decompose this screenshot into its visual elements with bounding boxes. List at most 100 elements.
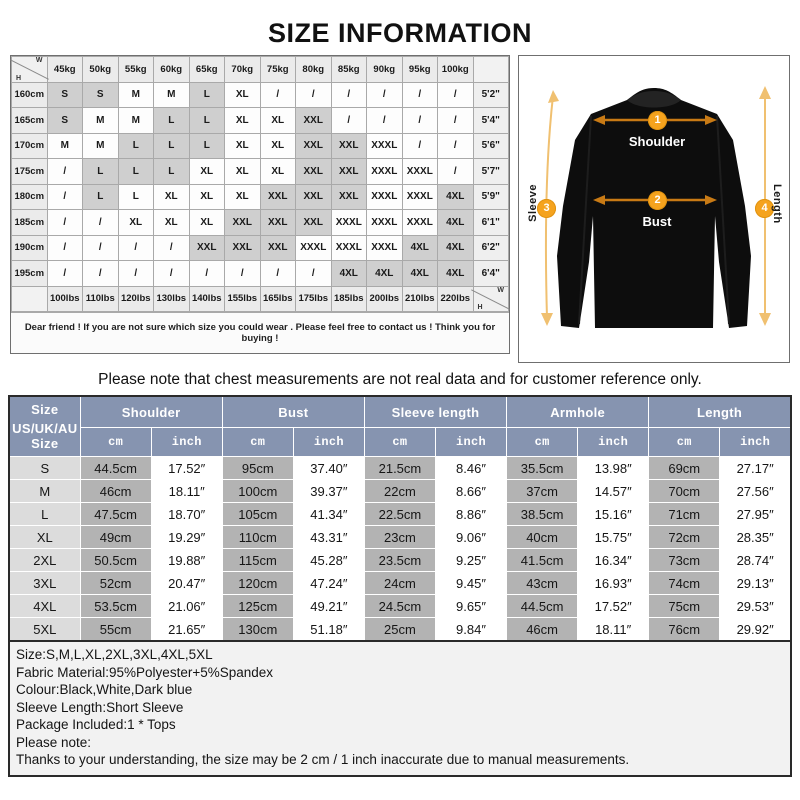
cell-shoulder-cm: 47.5cm bbox=[79, 502, 152, 526]
size-cell: XXXL bbox=[330, 234, 367, 261]
size-cell: / bbox=[295, 81, 332, 108]
size-cell: / bbox=[82, 260, 119, 287]
height-feet-label: 6'1" bbox=[472, 209, 509, 236]
bust-arrow-left bbox=[593, 195, 605, 205]
cell-sleeve-cm: 25cm bbox=[363, 617, 436, 642]
size-cell: / bbox=[82, 234, 119, 261]
length-label: Length bbox=[771, 184, 783, 224]
cell-sleeve-inch: 9.25″ bbox=[434, 548, 508, 572]
size-cell: XXL bbox=[295, 132, 332, 159]
size-cell: XXXL bbox=[401, 158, 438, 185]
cell-shoulder-inch: 21.06″ bbox=[150, 594, 223, 618]
cell-bust-cm: 125cm bbox=[221, 594, 294, 618]
height-feet-label: 6'4" bbox=[472, 260, 509, 287]
height-weight-table-container: H W 45kg 50kg 55kg 60kg 65kg 70kg 75kg 80kg 85kg 90… bbox=[9, 55, 511, 354]
measurement-row: 2XL 50.5cm 19.88″ 115cm 45.28″ 23.5cm 9.25″ 41.… bbox=[8, 548, 792, 572]
cell-size: 2XL bbox=[8, 548, 81, 572]
size-cell: M bbox=[117, 81, 154, 108]
height-label: 185cm bbox=[11, 209, 48, 236]
shoulder-arrow-left bbox=[593, 115, 605, 125]
bust-label: Bust bbox=[642, 214, 672, 229]
unit-header-cm: cm bbox=[79, 427, 152, 457]
unit-header-cm: cm bbox=[221, 427, 294, 457]
cell-length-inch: 29.92″ bbox=[719, 617, 792, 642]
weight-lbs-header: 120lbs bbox=[117, 285, 154, 312]
cell-size: 4XL bbox=[8, 594, 81, 618]
size-cell: 4XL bbox=[437, 234, 474, 261]
cell-shoulder-inch: 18.11″ bbox=[150, 479, 223, 503]
sleeve-arrow-top bbox=[548, 90, 559, 103]
height-label: 180cm bbox=[11, 183, 48, 210]
cell-length-cm: 76cm bbox=[648, 617, 721, 642]
length-arrow-bottom bbox=[759, 313, 771, 326]
cell-shoulder-cm: 55cm bbox=[79, 617, 152, 642]
cell-shoulder-inch: 19.29″ bbox=[150, 525, 223, 549]
measurement-row: 4XL 53.5cm 21.06″ 125cm 49.21″ 24.5cm 9.65″ 44.… bbox=[8, 594, 792, 618]
size-cell: / bbox=[401, 81, 438, 108]
cell-armhole-inch: 16.34″ bbox=[577, 548, 650, 572]
cell-bust-cm: 105cm bbox=[221, 502, 294, 526]
height-feet-label: 5'9" bbox=[472, 183, 509, 210]
group-header: Armhole bbox=[506, 395, 650, 428]
cell-bust-cm: 120cm bbox=[221, 571, 294, 595]
cell-length-inch: 27.17″ bbox=[719, 456, 792, 480]
cell-bust-inch: 39.37″ bbox=[292, 479, 365, 503]
size-cell: M bbox=[82, 132, 119, 159]
size-cell: XXL bbox=[259, 209, 296, 236]
cell-size: M bbox=[8, 479, 81, 503]
cell-shoulder-inch: 20.47″ bbox=[150, 571, 223, 595]
cell-armhole-inch: 13.98″ bbox=[577, 456, 650, 480]
cell-sleeve-cm: 22.5cm bbox=[363, 502, 436, 526]
size-cell: L bbox=[117, 183, 154, 210]
size-cell: XXL bbox=[330, 158, 367, 185]
group-header: Shoulder bbox=[79, 395, 223, 428]
size-cell: XXL bbox=[295, 209, 332, 236]
size-cell: / bbox=[117, 260, 154, 287]
size-cell: S bbox=[82, 81, 119, 108]
size-cell: / bbox=[117, 234, 154, 261]
hw-header-row: H W 45kg 50kg 55kg 60kg 65kg 70kg 75kg 80kg 85kg 90… bbox=[9, 56, 509, 83]
hw-row: 165cm S M M L L XL XL XXL / / //5'4" bbox=[11, 107, 509, 134]
sleeve-arrow-bottom bbox=[541, 313, 553, 326]
size-cell: / bbox=[259, 260, 296, 287]
measurement-row: 3XL 52cm 20.47″ 120cm 47.24″ 24cm 9.45″ 43cm 16.… bbox=[8, 571, 792, 595]
size-cell: XL bbox=[224, 107, 261, 134]
size-cell: / bbox=[366, 81, 403, 108]
unit-header-inch: inch bbox=[577, 427, 650, 457]
cell-length-inch: 29.13″ bbox=[719, 571, 792, 595]
weight-lbs-header: 220lbs bbox=[437, 285, 474, 312]
size-cell: M bbox=[153, 81, 190, 108]
cell-length-inch: 27.95″ bbox=[719, 502, 792, 526]
weight-lbs-header: 185lbs bbox=[330, 285, 367, 312]
measurement-row: L 47.5cm 18.70″ 105cm 41.34″ 22.5cm 8.86″ 38.5c… bbox=[8, 502, 792, 526]
size-cell: 4XL bbox=[330, 260, 367, 287]
group-header: Sleeve length bbox=[363, 395, 508, 428]
size-cell: XXXL bbox=[366, 158, 403, 185]
size-cell: / bbox=[401, 107, 438, 134]
height-label: 165cm bbox=[11, 107, 48, 134]
unit-header-inch: inch bbox=[292, 427, 365, 457]
size-cell: XXL bbox=[224, 209, 261, 236]
size-cell: / bbox=[46, 260, 83, 287]
size-cell: 4XL bbox=[401, 234, 438, 261]
size-group-title: Size bbox=[31, 402, 59, 417]
size-cell: 4XL bbox=[437, 209, 474, 236]
garment-diagram: 1 2 3 4 Shoulder Bust Sleeve Length bbox=[518, 55, 790, 363]
cell-shoulder-inch: 19.88″ bbox=[150, 548, 223, 572]
cell-length-cm: 74cm bbox=[648, 571, 721, 595]
weight-lbs-header: 175lbs bbox=[295, 285, 332, 312]
size-cell: XXXL bbox=[295, 234, 332, 261]
cell-armhole-inch: 15.75″ bbox=[577, 525, 650, 549]
corner-w-label-bottom: W bbox=[497, 286, 504, 294]
cell-shoulder-cm: 52cm bbox=[79, 571, 152, 595]
size-cell: / bbox=[46, 183, 83, 210]
size-cell: XL bbox=[153, 183, 190, 210]
marker-4-length: 4 bbox=[755, 199, 774, 218]
size-cell: / bbox=[366, 107, 403, 134]
size-cell: / bbox=[153, 234, 190, 261]
cell-bust-inch: 41.34″ bbox=[292, 502, 365, 526]
height-feet-label: 5'2" bbox=[472, 81, 509, 108]
cell-shoulder-inch: 17.52″ bbox=[150, 456, 223, 480]
size-cell: XXL bbox=[330, 132, 367, 159]
size-cell: S bbox=[46, 81, 83, 108]
